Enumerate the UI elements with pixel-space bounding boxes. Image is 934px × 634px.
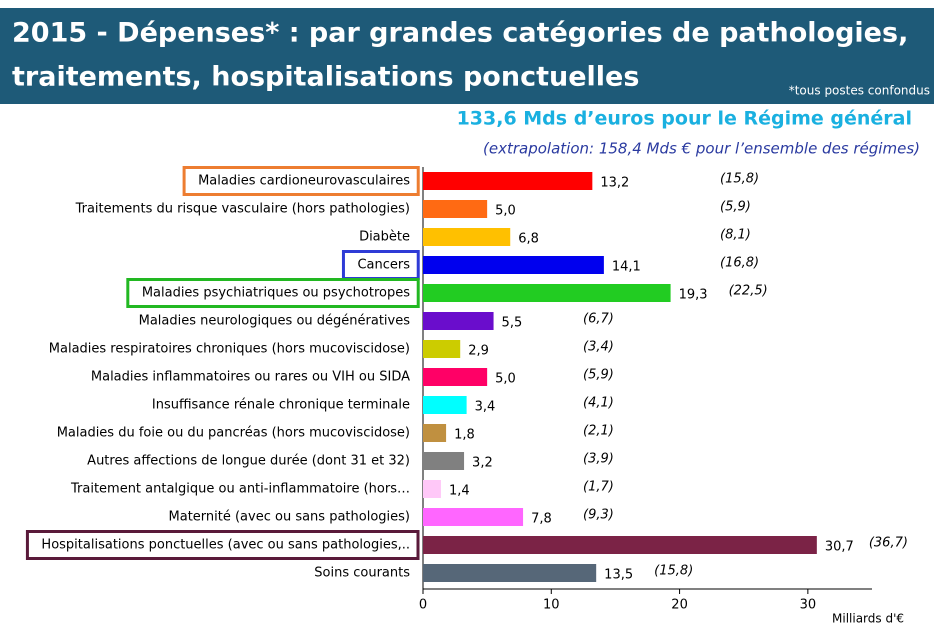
value-label: 19,3 [679,288,708,303]
value-label: 14,1 [612,260,641,275]
bar [423,368,488,386]
value-label: 13,5 [604,568,633,583]
y-tick-label: Maladies psychiatriques ou psychotropes [142,286,410,301]
subtitle: 133,6 Mds d’euros pour le Régime général [457,108,912,130]
footnote: *tous postes confondus [789,84,930,98]
x-axis-label: Milliards d'€ [832,612,904,626]
value-label: 2,9 [468,344,489,359]
bar [423,312,494,330]
bar [423,508,524,526]
y-tick-label: Traitements du risque vasculaire (hors p… [75,202,410,217]
extrapolation-label: (36,7) [869,536,908,551]
value-label: 7,8 [531,512,552,527]
y-tick-label: Traitement antalgique ou anti-inflammato… [70,482,410,497]
highlight-box [182,166,420,196]
extrapolation-label: (16,8) [720,256,759,271]
highlight-box [25,530,420,560]
title-line2: traitements, hospitalisations ponctuelle… [12,62,639,93]
bar [423,172,593,190]
y-tick-label: Insuffisance rénale chronique terminale [152,398,410,413]
y-tick-label: Maternité (avec ou sans pathologies) [169,510,410,525]
highlight-box [126,278,420,308]
y-tick-label: Autres affections de longue durée (dont … [87,454,410,469]
value-label: 13,2 [600,176,629,191]
bar [423,256,604,274]
extrapolation-label: (1,7) [583,480,614,495]
y-tick-label: Maladies respiratoires chroniques (hors … [49,342,410,357]
value-label: 5,0 [495,372,516,387]
value-label: 3,4 [475,400,496,415]
value-label: 6,8 [518,232,539,247]
extrapolation-label: (9,3) [583,508,614,523]
bar [423,396,467,414]
bar [423,536,817,554]
extrapolation-label: (8,1) [720,228,751,243]
x-tick-label: 0 [419,598,427,613]
y-tick-label: Soins courants [314,566,410,581]
value-label: 5,5 [502,316,523,331]
subtitle2: (extrapolation: 158,4 Mds € pour l’ensem… [483,140,920,158]
bar [423,452,465,470]
bar [423,564,597,582]
y-tick-label: Cancers [357,258,410,273]
bar [423,284,671,302]
value-label: 30,7 [825,540,854,555]
extrapolation-label: (5,9) [583,368,614,383]
x-tick-label: 30 [800,598,817,613]
extrapolation-label: (3,9) [583,452,614,467]
y-tick-label: Maladies inflammatoires ou rares ou VIH … [91,370,410,385]
extrapolation-label: (15,8) [720,172,759,187]
bar [423,340,461,358]
bar [423,228,511,246]
bar [423,200,488,218]
y-tick-label: Maladies cardioneurovasculaires [198,174,410,189]
extrapolation-label: (4,1) [583,396,614,411]
x-tick-label: 20 [671,598,688,613]
bar [423,480,441,498]
y-tick-label: Diabète [359,230,410,245]
value-label: 3,2 [472,456,493,471]
y-tick-label: Maladies neurologiques ou dégénératives [139,314,411,329]
extrapolation-label: (3,4) [583,340,614,355]
value-label: 1,8 [454,428,475,443]
extrapolation-label: (2,1) [583,424,614,439]
value-label: 5,0 [495,204,516,219]
title-band [0,8,934,104]
y-tick-label: Hospitalisations ponctuelles (avec ou sa… [41,538,410,553]
x-tick-label: 10 [543,598,560,613]
value-label: 1,4 [449,484,470,499]
extrapolation-label: (22,5) [729,284,768,299]
extrapolation-label: (5,9) [720,200,751,215]
extrapolation-label: (6,7) [583,312,614,327]
y-tick-label: Maladies du foie ou du pancréas (hors mu… [57,426,410,441]
extrapolation-label: (15,8) [654,564,693,579]
title: 2015 - Dépenses* : par grandes catégorie… [12,18,908,49]
bar [423,424,447,442]
